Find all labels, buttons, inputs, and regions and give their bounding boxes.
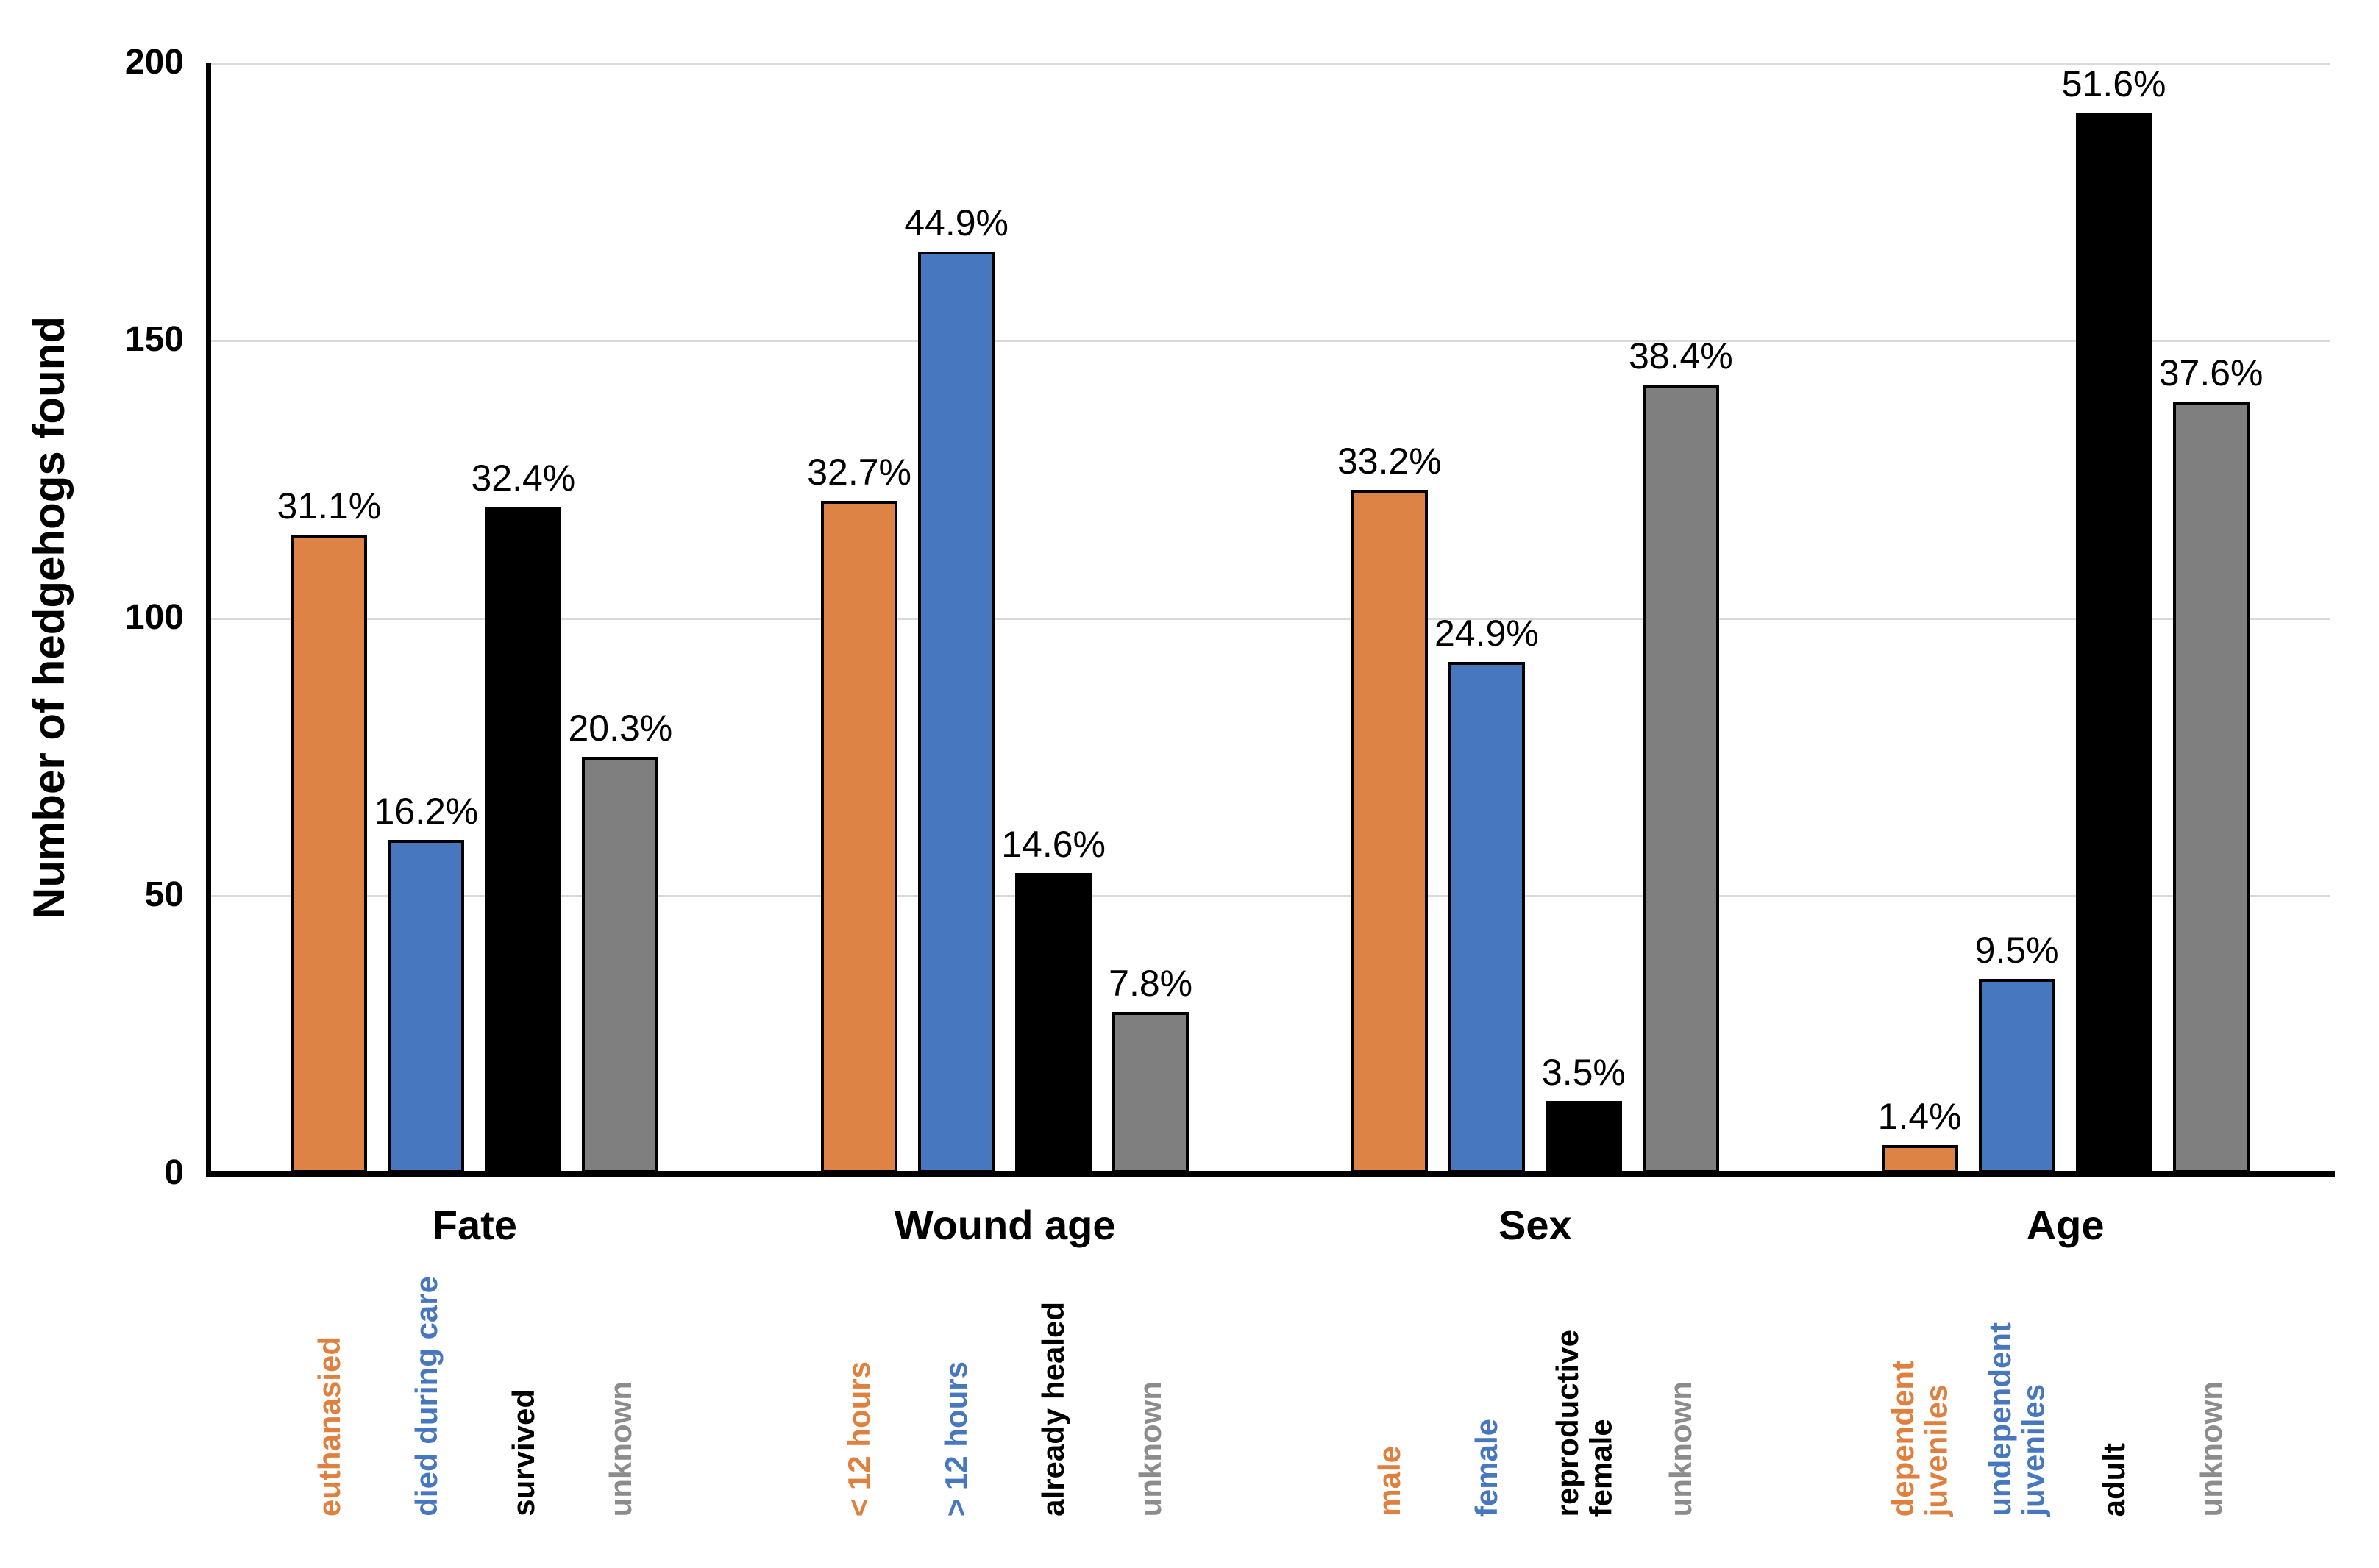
bar-already-healed: 14.6%	[1001, 824, 1106, 1173]
bar-value-label: 33.2%	[1337, 441, 1442, 482]
group-title-age: Age	[2026, 1202, 2105, 1248]
category-label-wrap: unknown	[2156, 1266, 2266, 1517]
bar-value-label: 14.6%	[1001, 824, 1106, 866]
category-label-already-healed: already healed	[1036, 1302, 1071, 1517]
bar-undependent-juveniles: 9.5%	[1975, 930, 2059, 1173]
category-label-undependent-juveniles: undependent juveniles	[1982, 1322, 2051, 1517]
category-label-wrap: > 12 hours	[901, 1266, 1011, 1517]
bar-group-wound-age: 32.7% 44.9% 14.6% 7.8%	[740, 63, 1270, 1173]
category-label-euthanasied: euthanasied	[311, 1336, 346, 1517]
bar-female: 24.9%	[1434, 613, 1539, 1173]
category-label-unknown: unknown	[2193, 1380, 2228, 1517]
category-label-male: male	[1372, 1446, 1407, 1517]
category-label-wrap: female	[1432, 1266, 1542, 1517]
bar-value-label: 1.4%	[1877, 1096, 1962, 1138]
y-tick-label: 200	[124, 43, 184, 82]
bar-died-during-care: 16.2%	[374, 791, 478, 1173]
y-axis-title: Number of hedgehogs found	[24, 316, 74, 919]
plot-area: 31.1% 16.2% 32.4% 20.3% 32.7% 44.9% 14.6% 7.8% 3…	[210, 63, 2330, 1173]
bar-12-hours: 32.7%	[807, 452, 911, 1173]
category-label-wrap: already healed	[998, 1266, 1109, 1517]
bar-value-label: 20.3%	[568, 707, 673, 749]
bar-unknown: 38.4%	[1629, 335, 1733, 1173]
y-tick-label: 50	[144, 875, 184, 914]
category-label-unknown: unknown	[602, 1380, 638, 1517]
y-tick-label: 150	[124, 320, 184, 359]
bar-value-label: 9.5%	[1974, 929, 2059, 971]
category-label-wrap: unknown	[1626, 1266, 1736, 1517]
bar-12-hours: 44.9%	[904, 202, 1009, 1173]
y-tick-label: 100	[124, 598, 184, 637]
bar-survived: 32.4%	[471, 457, 575, 1173]
bar-adult: 51.6%	[2062, 63, 2166, 1173]
bar-unknown: 20.3%	[568, 708, 672, 1173]
category-label-female: female	[1469, 1418, 1504, 1517]
bar-unknown: 37.6%	[2159, 352, 2264, 1173]
bar-unknown: 7.8%	[1109, 963, 1192, 1173]
category-label-dependent-juveniles: dependent juveniles	[1885, 1360, 1954, 1517]
bar-value-label: 32.4%	[471, 457, 576, 499]
bar-value-label: 31.1%	[277, 485, 382, 527]
category-label-wrap: survived	[468, 1266, 578, 1517]
bar-reproductive-female: 3.5%	[1542, 1052, 1626, 1173]
bar-group-age: 1.4% 9.5% 51.6% 37.6%	[1800, 63, 2330, 1173]
category-label-wrap: euthanasied	[274, 1266, 384, 1517]
category-label-wrap: adult	[2059, 1266, 2169, 1517]
category-label-wrap: unknown	[1095, 1266, 1206, 1517]
bar-value-label: 37.6%	[2158, 352, 2264, 393]
gridline-150	[210, 340, 2330, 342]
category-label-12-hours: < 12 hours	[842, 1361, 877, 1517]
bar-euthanasied: 31.1%	[277, 485, 381, 1173]
group-title-fate: Fate	[432, 1202, 517, 1248]
category-label-wrap: unknown	[565, 1266, 675, 1517]
category-label-wrap: died during care	[371, 1266, 481, 1517]
category-label-wrap: reproductive female	[1529, 1266, 1639, 1517]
category-label-survived: survived	[505, 1389, 541, 1517]
category-label-reproductive-female: reproductive female	[1549, 1329, 1618, 1517]
bar-group-sex: 33.2% 24.9% 3.5% 38.4%	[1270, 63, 1801, 1173]
bar-value-label: 51.6%	[2061, 63, 2166, 104]
group-title-sex: Sex	[1498, 1202, 1572, 1248]
bar-value-label: 44.9%	[904, 202, 1009, 243]
bar-group-fate: 31.1% 16.2% 32.4% 20.3%	[210, 63, 740, 1173]
y-tick-label: 0	[164, 1153, 184, 1192]
category-label-wrap: dependent juveniles	[1865, 1266, 1975, 1517]
category-label-adult: adult	[2096, 1442, 2131, 1517]
gridline-50	[210, 895, 2330, 897]
bar-male: 33.2%	[1337, 441, 1442, 1173]
category-label-unknown: unknown	[1133, 1380, 1168, 1517]
bar-value-label: 16.2%	[374, 791, 479, 832]
category-label-wrap: < 12 hours	[804, 1266, 914, 1517]
category-label-wrap: undependent juveniles	[1962, 1266, 2072, 1517]
y-axis-title-wrap: Number of hedgehogs found	[16, 63, 82, 1173]
gridline-100	[210, 618, 2330, 620]
bar-value-label: 24.9%	[1434, 613, 1539, 655]
bar-value-label: 38.4%	[1628, 335, 1733, 377]
group-title-wound-age: Wound age	[894, 1202, 1116, 1248]
bar-value-label: 3.5%	[1541, 1051, 1626, 1093]
x-axis-line	[206, 1171, 2335, 1177]
category-label-wrap: male	[1334, 1266, 1445, 1517]
category-label-died-during-care: died during care	[408, 1276, 444, 1517]
y-axis-line	[206, 63, 211, 1177]
bar-value-label: 32.7%	[807, 452, 912, 493]
category-label-unknown: unknown	[1663, 1380, 1699, 1517]
bar-value-label: 7.8%	[1109, 963, 1193, 1005]
bar-dependent-juveniles: 1.4%	[1878, 1096, 1962, 1173]
category-label-12-hours: > 12 hours	[939, 1361, 974, 1517]
gridline-200	[210, 63, 2330, 65]
